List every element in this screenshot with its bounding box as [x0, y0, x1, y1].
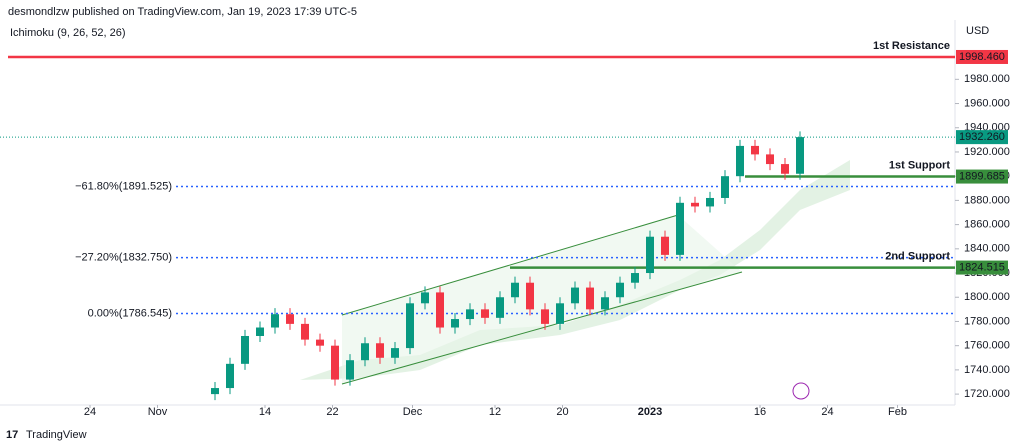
- candle-body: [241, 335, 249, 364]
- level-tag: [956, 260, 1008, 275]
- currency: USD: [966, 25, 989, 37]
- candle-body: [301, 323, 309, 340]
- candle-body: [376, 343, 384, 358]
- y-tick-label: 1860.000: [964, 219, 1010, 231]
- byline: desmondlzw published on TradingView.com,…: [8, 6, 357, 18]
- candle-body: [646, 236, 654, 274]
- candle-body: [331, 345, 339, 380]
- y-tick-label: 1760.000: [964, 340, 1010, 352]
- x-tick-label: Nov: [148, 406, 168, 418]
- y-tick-label: 1880.000: [964, 194, 1010, 206]
- y-tick-label: 1960.000: [964, 97, 1010, 109]
- candle-body: [661, 236, 669, 255]
- candle-body: [706, 197, 714, 207]
- candle-body: [391, 348, 399, 358]
- candle-body: [676, 202, 684, 255]
- candle-body: [226, 363, 234, 389]
- x-tick-label: 16: [754, 406, 766, 418]
- y-tick-label: 1740.000: [964, 364, 1010, 376]
- last-price-tag: [956, 130, 1008, 145]
- brand-name: TradingView: [26, 429, 87, 441]
- candle-body: [751, 145, 759, 155]
- level-tag-label: 1899.685: [959, 170, 1005, 182]
- level-name: 1st Support: [889, 159, 950, 171]
- y-tick-label: 1920.000: [964, 146, 1010, 158]
- level-tag-label: 1824.515: [959, 261, 1005, 273]
- fib-label: −61.80%(1891.525): [75, 180, 172, 192]
- x-tick-label: 2023: [638, 406, 662, 418]
- candle-body: [556, 303, 564, 324]
- candle-body: [721, 176, 729, 198]
- candle-body: [571, 287, 579, 304]
- x-tick-label: 20: [556, 406, 568, 418]
- y-tick-label: 1800.000: [964, 291, 1010, 303]
- candle-body: [511, 282, 519, 298]
- fib-label: −27.20%(1832.750): [75, 252, 172, 264]
- event-icon[interactable]: [792, 382, 810, 400]
- x-tick-label: Feb: [888, 406, 907, 418]
- y-tick-label: 1980.000: [964, 73, 1010, 85]
- y-tick-label: 1720.000: [964, 388, 1010, 400]
- logo: 17: [6, 429, 18, 441]
- candle-body: [691, 202, 699, 207]
- candle-body: [421, 292, 429, 304]
- candle-body: [316, 339, 324, 346]
- x-tick-label: 24: [84, 406, 96, 418]
- candle-body: [496, 297, 504, 318]
- indicator-label: Ichimoku (9, 26, 52, 26): [10, 27, 126, 39]
- fib-label: 0.00%(1786.545): [88, 307, 172, 319]
- level-name: 2nd Support: [885, 250, 950, 262]
- candle-body: [346, 360, 354, 380]
- channel-upper: [341, 214, 679, 316]
- candle-body: [526, 282, 534, 310]
- level-name: 1st Resistance: [873, 40, 950, 52]
- y-tick-label: 1780.000: [964, 315, 1010, 327]
- candle-body: [256, 327, 264, 336]
- candle-body: [586, 287, 594, 310]
- candle-body: [481, 309, 489, 318]
- candle-body: [781, 164, 789, 174]
- candle-body: [271, 314, 279, 328]
- candle-body: [736, 145, 744, 177]
- channel-lower: [341, 271, 743, 385]
- candle-body: [631, 273, 639, 283]
- candle-body: [601, 297, 609, 310]
- x-tick-label: 12: [489, 406, 501, 418]
- candle-body: [466, 309, 474, 320]
- last-price-label: 1932.260: [959, 131, 1005, 143]
- candle-body: [211, 388, 219, 395]
- candle-body: [796, 137, 804, 174]
- y-tick-label: 1840.000: [964, 243, 1010, 255]
- brand: 17 TradingView: [6, 429, 87, 441]
- candle-body: [286, 314, 294, 324]
- level-tag: [956, 49, 1008, 64]
- x-tick-label: 22: [326, 406, 338, 418]
- candle-body: [361, 343, 369, 361]
- level-tag-label: 1998.460: [959, 51, 1005, 63]
- level-tag: [956, 169, 1008, 184]
- candle-body: [451, 319, 459, 328]
- candle-body: [616, 282, 624, 298]
- x-tick-label: 14: [259, 406, 271, 418]
- candle-body: [436, 292, 444, 328]
- x-tick-label: 24: [821, 406, 833, 418]
- candle-body: [766, 154, 774, 165]
- candle-body: [406, 303, 414, 349]
- candle-body: [541, 309, 549, 324]
- x-tick-label: Dec: [403, 406, 423, 418]
